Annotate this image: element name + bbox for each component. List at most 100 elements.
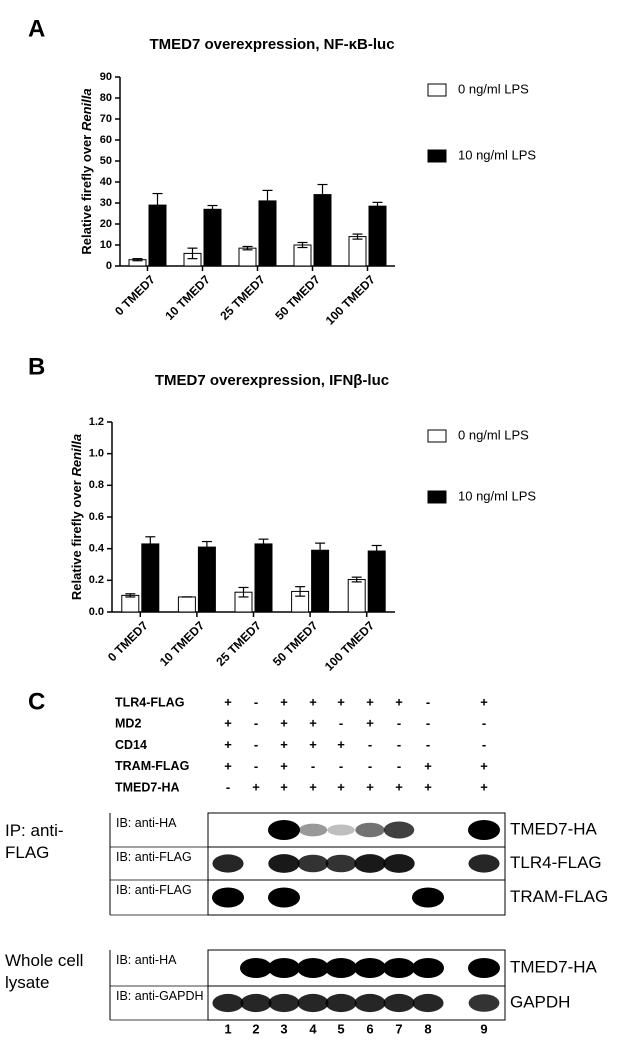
condition-sign: - (482, 716, 486, 731)
condition-sign: + (309, 737, 317, 752)
blot-band (468, 994, 500, 1012)
target-label: TMED7-HA (510, 819, 598, 838)
y-tick-label: 50 (100, 155, 112, 167)
legend-label: 10 ng/ml LPS (458, 147, 536, 162)
y-axis-label-italic: Renilla (69, 434, 84, 477)
condition-sign: + (366, 694, 374, 709)
x-tick-label: 50 TMED7 (270, 618, 321, 669)
y-tick-label: 90 (100, 71, 112, 83)
blot-band (325, 993, 357, 1013)
condition-sign: + (309, 694, 317, 709)
bar (367, 550, 386, 613)
x-tick-label: 0 TMED7 (105, 618, 151, 664)
blot-band (240, 993, 272, 1013)
bar (313, 194, 332, 267)
condition-sign: - (426, 737, 430, 752)
group-label: IP: anti-FLAG (5, 821, 64, 862)
condition-sign: + (309, 780, 317, 795)
y-tick-label: 0.6 (89, 511, 104, 523)
blot-band (468, 958, 500, 978)
x-tick-label: 100 TMED7 (322, 618, 377, 673)
bar (177, 596, 196, 613)
y-tick-label: 40 (100, 176, 112, 188)
y-tick-label: 30 (100, 197, 112, 209)
condition-sign: + (224, 716, 232, 731)
condition-sign: + (480, 694, 488, 709)
y-tick-label: 0.4 (89, 543, 105, 555)
blot-box (207, 879, 506, 916)
y-tick-label: 10 (100, 239, 112, 251)
lane-number: 1 (224, 1021, 231, 1036)
condition-sign: + (224, 758, 232, 773)
condition-sign: + (395, 694, 403, 709)
bar (347, 579, 366, 613)
condition-sign: - (368, 737, 372, 752)
x-tick-label: 50 TMED7 (272, 272, 323, 323)
blot-band (268, 820, 300, 840)
blot-band (412, 887, 444, 908)
lane-number: 8 (424, 1021, 431, 1036)
bar (148, 204, 167, 267)
condition-sign: - (397, 716, 401, 731)
bar (238, 247, 257, 267)
condition-sign: - (254, 758, 258, 773)
condition-sign: + (395, 780, 403, 795)
blot-band (268, 958, 300, 978)
condition-sign: + (309, 716, 317, 731)
y-tick-label: 1.0 (89, 448, 104, 460)
blot-band (297, 958, 329, 978)
bar (293, 244, 312, 267)
bar (348, 236, 367, 267)
y-axis-label-text: Relative firefly over (69, 480, 84, 600)
blot-band (325, 854, 357, 873)
blot-band (468, 854, 500, 873)
blot-band (383, 958, 415, 978)
x-tick-label: 10 TMED7 (162, 272, 213, 323)
blot-band (354, 993, 386, 1013)
antibody-label: IB: anti-HA (116, 953, 177, 967)
blot-band (212, 854, 244, 873)
antibody-label: IB: anti-GAPDH (116, 989, 204, 1003)
bar (254, 543, 273, 613)
condition-label: TRAM-FLAG (115, 759, 189, 773)
y-tick-label: 80 (100, 92, 112, 104)
x-tick-label: 100 TMED7 (323, 272, 378, 327)
blot-band (268, 854, 300, 873)
condition-sign: + (366, 780, 374, 795)
condition-sign: - (482, 737, 486, 752)
panel-letter: B (28, 353, 45, 380)
condition-sign: + (424, 758, 432, 773)
y-axis-label: Relative firefly over Renilla (69, 434, 84, 600)
bar (141, 543, 160, 613)
antibody-label: IB: anti-HA (116, 816, 177, 830)
blot-band (468, 820, 500, 840)
blot-band (240, 958, 272, 978)
condition-label: MD2 (115, 717, 141, 731)
lane-number: 9 (480, 1021, 487, 1036)
condition-sign: - (426, 716, 430, 731)
condition-sign: + (280, 758, 288, 773)
y-tick-label: 0.2 (89, 574, 104, 586)
lane-number: 3 (280, 1021, 287, 1036)
blot-band (412, 993, 444, 1013)
legend-label: 0 ng/ml LPS (458, 427, 529, 442)
antibody-label: IB: anti-FLAG (116, 883, 192, 897)
condition-sign: + (480, 758, 488, 773)
bar (197, 546, 216, 613)
condition-sign: + (480, 780, 488, 795)
blot-band (383, 821, 415, 839)
lane-number: 7 (395, 1021, 402, 1036)
condition-sign: + (337, 694, 345, 709)
target-label: TRAM-FLAG (510, 887, 608, 906)
legend-swatch (427, 429, 447, 443)
blot-band (327, 824, 355, 836)
condition-sign: + (337, 780, 345, 795)
lane-number: 5 (337, 1021, 344, 1036)
legend-label: 10 ng/ml LPS (458, 488, 536, 503)
bar (258, 200, 277, 267)
y-tick-label: 0.8 (89, 479, 104, 491)
blot-band (354, 854, 386, 873)
condition-label: CD14 (115, 738, 147, 752)
